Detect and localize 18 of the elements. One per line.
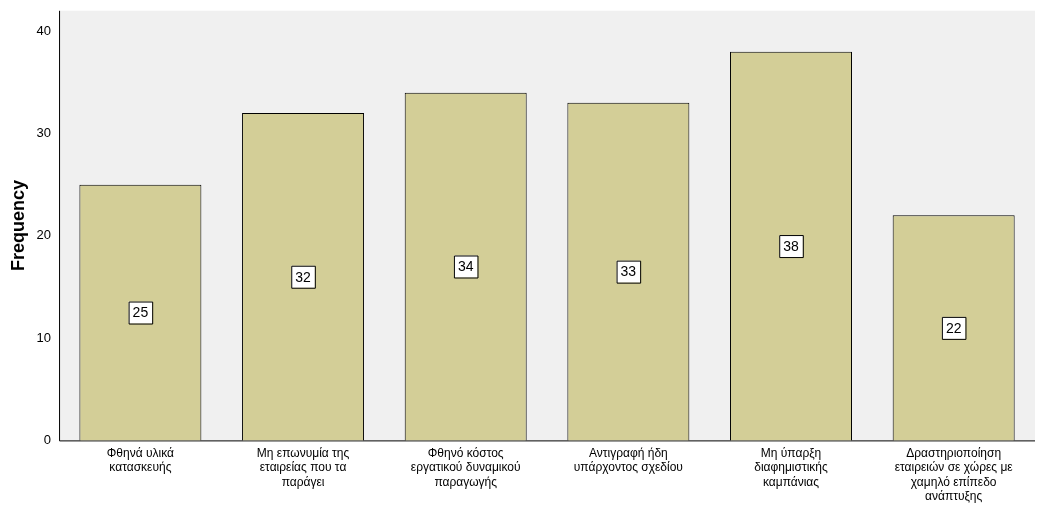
x-tick-label: Φθηνά υλικά κατασκευής [106,445,175,475]
x-tick-label: Αντιγραφή ήδη υπάρχοντος σχεδίου [573,445,683,475]
x-tick-label: Μη ύπαρξη διαφημιστικής καμπάνιας [754,445,829,489]
data-label: 25 [132,304,149,321]
data-label: 32 [295,268,312,285]
y-tick-label: 0 [43,431,52,447]
x-tick-label: Δραστηριοποίηση εταιρειών σε χώρες με χαμηλό επίπεδο ανάπτυξης [894,445,1014,504]
x-tick-label: Φθηνό κόστος εργατικού δυναμικού παραγωγής [410,445,521,489]
y-tick-label: 40 [36,22,52,38]
y-axis-title: Frequency [7,180,28,272]
y-tick-label: 20 [36,227,52,243]
x-tick-label: Μη επωνυμία της εταιρείας που τα παράγει [256,445,350,489]
y-tick-label: 30 [36,125,52,141]
data-label: 33 [620,263,637,280]
data-label: 22 [945,319,962,336]
y-tick-label: 10 [36,329,52,345]
data-label: 38 [783,237,800,254]
data-label: 34 [457,258,474,275]
